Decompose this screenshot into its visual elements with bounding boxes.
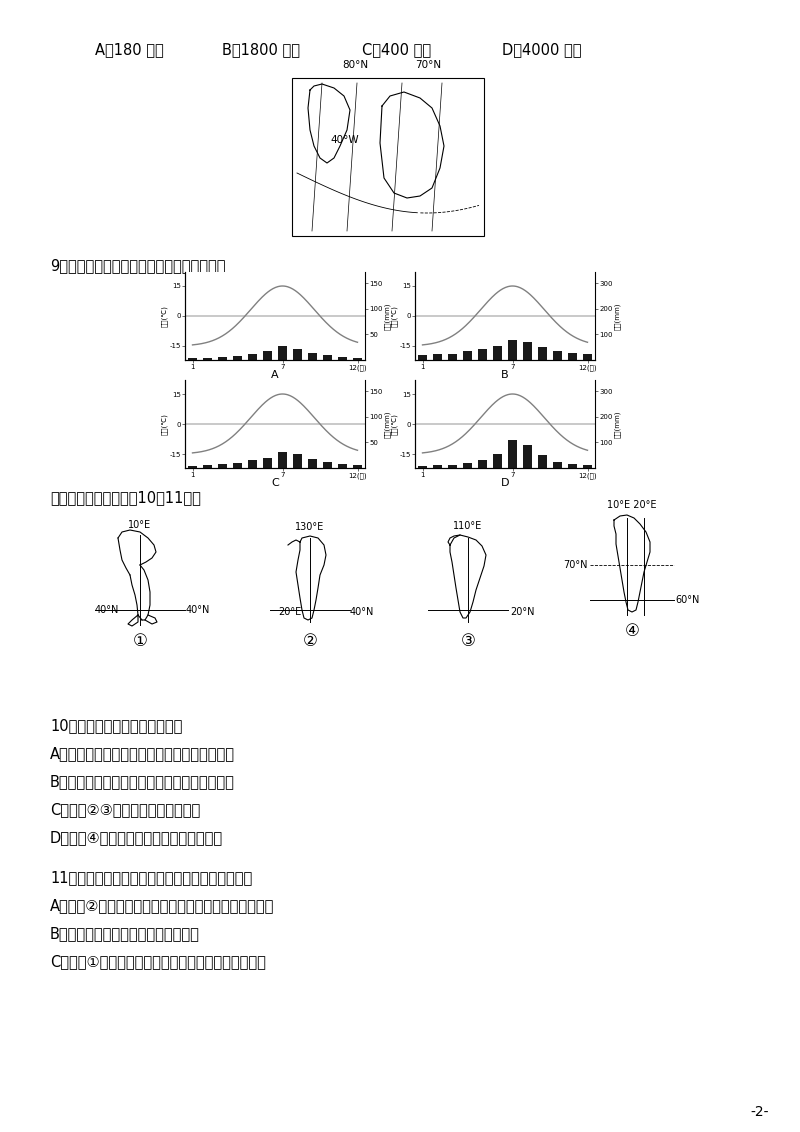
Text: 80°N: 80°N (342, 60, 368, 70)
Text: A: A (271, 370, 279, 380)
Bar (263, 351, 272, 360)
Bar (292, 78, 484, 235)
Text: B: B (501, 370, 509, 380)
Text: 110°E: 110°E (454, 521, 482, 531)
Bar (448, 465, 457, 468)
Bar (554, 462, 562, 468)
Bar (323, 462, 332, 468)
Bar (478, 349, 486, 360)
Bar (554, 351, 562, 360)
Bar (583, 354, 592, 360)
Bar (294, 454, 302, 468)
Text: B．1800 千米: B．1800 千米 (222, 42, 300, 57)
Y-axis label: 气温(℃): 气温(℃) (162, 305, 168, 327)
Text: C．半岛②③降水多是因为暖流影响: C．半岛②③降水多是因为暖流影响 (50, 801, 200, 817)
Bar (248, 461, 257, 468)
Text: ③: ③ (461, 632, 475, 650)
Bar (494, 454, 502, 468)
Text: C．半岛①南部为地中海气候，北部为温带海洋性气候: C．半岛①南部为地中海气候，北部为温带海洋性气候 (50, 954, 266, 969)
Text: -2-: -2- (750, 1105, 770, 1120)
Text: 20°N: 20°N (510, 607, 534, 617)
Bar (338, 357, 346, 360)
Bar (538, 455, 546, 468)
Bar (308, 458, 317, 468)
Bar (538, 348, 546, 360)
Bar (218, 464, 226, 468)
Text: 60°N: 60°N (675, 595, 699, 604)
Bar (523, 342, 532, 360)
Text: 10．下列说法正确的是（　　）: 10．下列说法正确的是（ ） (50, 718, 182, 734)
Bar (418, 466, 426, 468)
Bar (434, 465, 442, 468)
Bar (234, 355, 242, 360)
Bar (434, 354, 442, 360)
Bar (568, 353, 577, 360)
Text: 40°W: 40°W (330, 135, 358, 145)
Text: 20°E: 20°E (278, 607, 302, 617)
Bar (203, 358, 212, 360)
Text: D．4000 千米: D．4000 千米 (502, 42, 582, 57)
Bar (418, 355, 426, 360)
Bar (263, 457, 272, 468)
Bar (294, 349, 302, 360)
Bar (234, 463, 242, 468)
Bar (203, 465, 212, 468)
Bar (323, 355, 332, 360)
Text: ②: ② (302, 632, 318, 650)
Bar (463, 463, 472, 468)
Bar (494, 346, 502, 360)
Bar (278, 452, 286, 468)
Text: 40°N: 40°N (95, 604, 119, 615)
Text: 10°E 20°E: 10°E 20°E (607, 500, 657, 511)
Text: 9．下图中属于温带海洋性气候的是（　　）: 9．下图中属于温带海洋性气候的是（ ） (50, 258, 226, 273)
Text: C: C (271, 478, 279, 488)
Text: B．四个半岛均临海，故气候均具有海洋性特点: B．四个半岛均临海，故气候均具有海洋性特点 (50, 774, 235, 789)
Text: ①: ① (133, 632, 147, 650)
Bar (354, 465, 362, 468)
Bar (583, 465, 592, 468)
Bar (568, 464, 577, 468)
Bar (508, 440, 517, 468)
Text: 130°E: 130°E (295, 522, 325, 532)
Y-axis label: 降水(mm): 降水(mm) (614, 302, 621, 329)
Text: C．400 千米: C．400 千米 (362, 42, 431, 57)
Text: D．半岛④西侧多峡湾，是冰川侵蚀的结果: D．半岛④西侧多峡湾，是冰川侵蚀的结果 (50, 830, 223, 844)
Bar (218, 357, 226, 360)
Y-axis label: 气温(℃): 气温(℃) (391, 305, 398, 327)
Bar (188, 359, 197, 360)
Y-axis label: 气温(℃): 气温(℃) (391, 413, 398, 435)
Bar (248, 354, 257, 360)
Bar (308, 353, 317, 360)
Text: 40°N: 40°N (186, 604, 210, 615)
Y-axis label: 降水(mm): 降水(mm) (614, 410, 621, 438)
Text: A．180 千米: A．180 千米 (95, 42, 164, 57)
Y-axis label: 降水(mm): 降水(mm) (384, 410, 390, 438)
Y-axis label: 降水(mm): 降水(mm) (384, 302, 390, 329)
Bar (463, 351, 472, 360)
Text: 70°N: 70°N (415, 60, 441, 70)
Text: A．四个半岛均位于板块交界处，故多火山地震: A．四个半岛均位于板块交界处，故多火山地震 (50, 746, 235, 761)
Bar (448, 353, 457, 360)
Y-axis label: 气温(℃): 气温(℃) (162, 413, 168, 435)
Text: 读下列四个半岛，回答10～11题。: 读下列四个半岛，回答10～11题。 (50, 490, 201, 505)
Bar (478, 461, 486, 468)
Text: 11．有关四个半岛气候的叙述，正确的是（　　）: 11．有关四个半岛气候的叙述，正确的是（ ） (50, 871, 252, 885)
Bar (188, 466, 197, 468)
Text: A．半岛②南部为亚热带季风气候，北部为温带季风气候: A．半岛②南部为亚热带季风气候，北部为温带季风气候 (50, 898, 274, 914)
Bar (523, 445, 532, 468)
Text: 40°N: 40°N (350, 607, 374, 617)
Bar (354, 358, 362, 360)
Bar (508, 340, 517, 360)
Bar (338, 464, 346, 468)
Text: ④: ④ (625, 621, 639, 640)
Text: 10°E: 10°E (129, 520, 151, 530)
Text: B．四个半岛均临海，故全年降水丰富: B．四个半岛均临海，故全年降水丰富 (50, 926, 200, 941)
Text: 70°N: 70°N (563, 560, 588, 571)
Text: D: D (501, 478, 510, 488)
Bar (278, 345, 286, 360)
